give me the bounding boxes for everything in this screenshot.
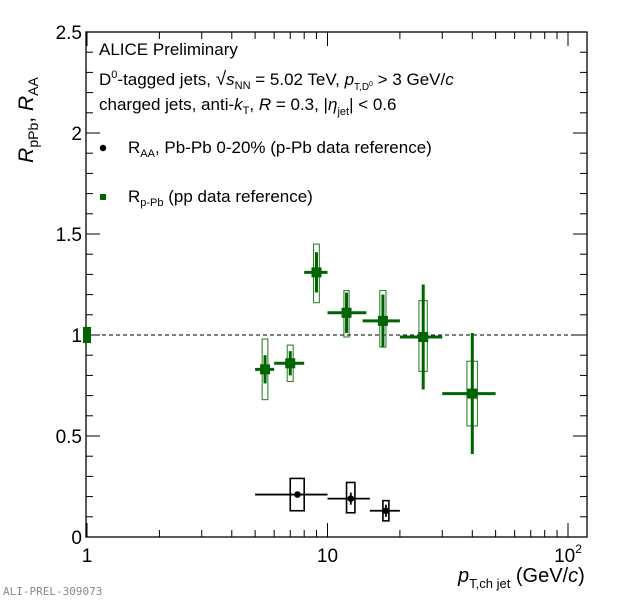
data-marks (255, 243, 496, 522)
legend-marker-rppb (100, 194, 106, 200)
systematic-uncertainty-box (345, 481, 356, 514)
annotation-collision-system: D0-tagged jets, √sNN = 5.02 TeV, pT,D0 >… (99, 69, 454, 93)
plot-frame (85, 31, 588, 538)
normalization-uncertainty-box (83, 326, 91, 344)
y-axis-label: RpPb, RAA (15, 77, 41, 163)
legend-marker-raa (99, 144, 107, 152)
y-tick-label: 1.5 (56, 225, 82, 246)
annotation-jet-definition: charged jets, anti-kT, R = 0.3, |ηjet| <… (99, 95, 397, 118)
legend: RAA, Pb-Pb 0-20% (p-Pb data reference) R… (99, 138, 432, 209)
data-point (418, 332, 429, 343)
data-point (377, 315, 388, 326)
experiment-label: ALICE Preliminary (99, 40, 238, 59)
legend-label-rppb: Rp-Pb (pp data reference) (128, 187, 313, 209)
x-axis-label: pT,ch jet (GeV/c) (457, 565, 585, 591)
y-tick-label: 2.5 (56, 23, 82, 44)
y-tick-label: 2 (71, 124, 82, 145)
data-point (341, 307, 352, 318)
data-point (467, 388, 478, 399)
data-point (294, 491, 301, 498)
data-point (285, 358, 296, 369)
y-tick-label: 0.5 (56, 427, 82, 448)
x-tick-label-exponent: 2 (575, 542, 582, 556)
data-point (347, 495, 355, 502)
y-tick-label: 1 (71, 326, 82, 347)
x-tick-label: 10 (317, 546, 338, 567)
watermark: ALI-PREL-309073 (3, 585, 102, 598)
tick-labels: 0 0.5 1 1.5 2 2.5 1 10 102 (56, 23, 583, 567)
data-point (260, 364, 271, 375)
x-tick-label: 1 (82, 546, 93, 567)
series-raa (255, 477, 400, 522)
legend-label-raa: RAA, Pb-Pb 0-20% (p-Pb data reference) (128, 138, 432, 160)
data-point (382, 507, 390, 515)
x-tick-label: 102 (554, 542, 582, 567)
data-point (311, 267, 322, 278)
y-tick-label: 0 (71, 528, 82, 549)
series-rppb (255, 243, 496, 455)
